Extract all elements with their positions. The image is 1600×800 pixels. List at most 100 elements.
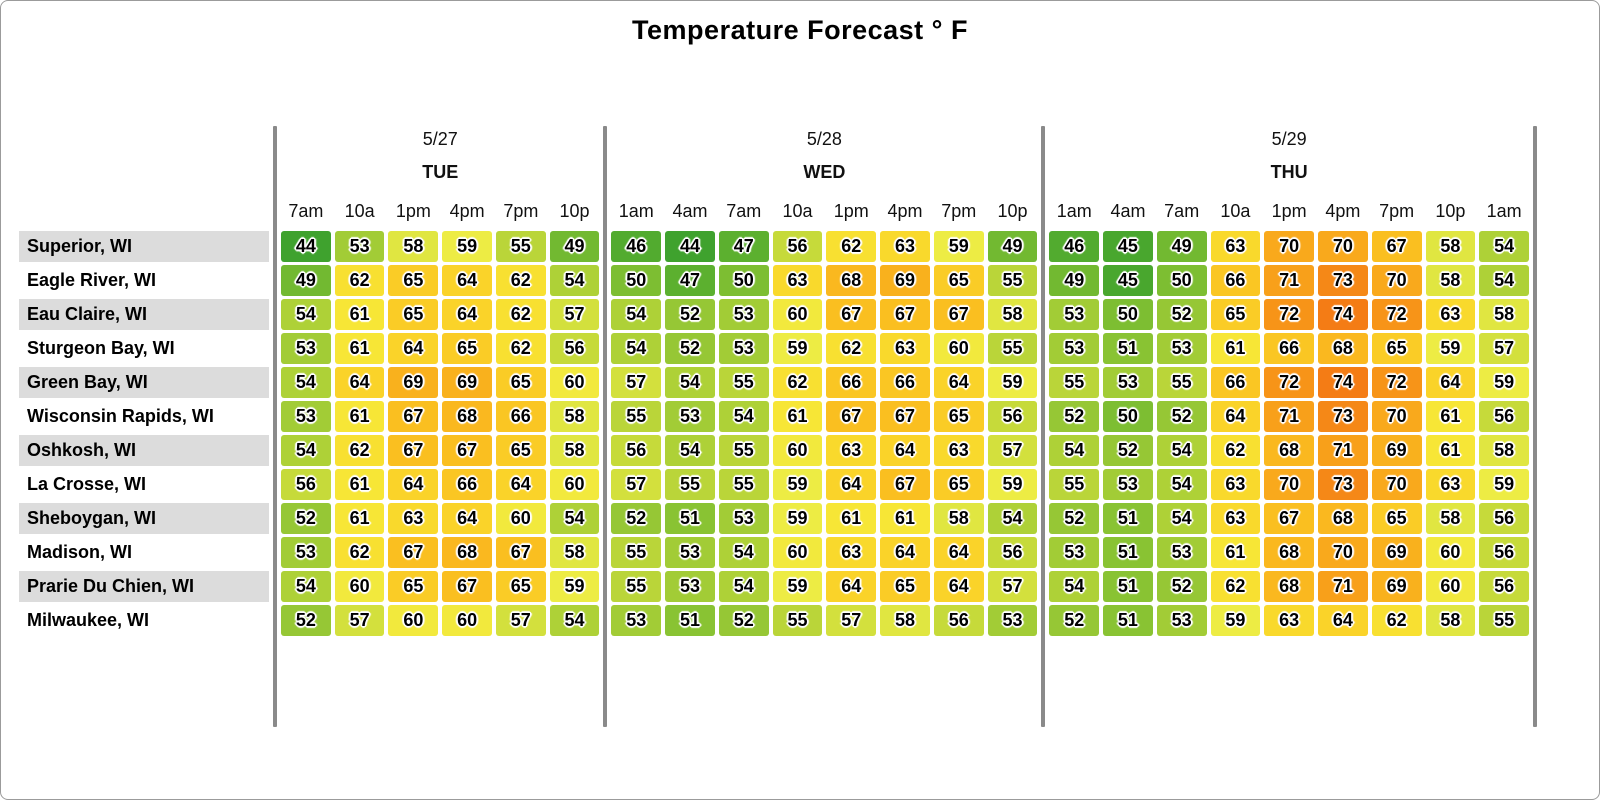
temp-cell: 68 [1264,435,1315,466]
temp-cell: 73 [1318,265,1368,296]
temp-cell: 68 [1264,537,1315,568]
temp-cell: 55 [718,367,769,398]
temp-cell: 70 [1371,401,1422,432]
temp-cell: 53 [1103,367,1153,398]
temp-cell: 51 [665,605,715,636]
city-label: Superior, WI [19,231,269,262]
temp-cell: 53 [718,503,769,534]
time-label: 10a [1220,201,1251,221]
temp-cell: 66 [1210,367,1261,398]
temp-cell: 47 [718,231,769,262]
temp-cell: 63 [1210,503,1261,534]
temp-cell: 65 [442,333,492,364]
temp-cell: 62 [1371,605,1422,636]
city-label: Green Bay, WI [19,367,269,398]
temp-cell: 63 [1425,469,1476,500]
temp-cell: 59 [549,571,600,602]
temp-cell: 74 [1318,367,1368,398]
temp-cell: 63 [826,537,877,568]
temp-cell: 62 [334,265,385,296]
temp-cell: 51 [665,503,715,534]
city-label: Eagle River, WI [27,270,157,290]
date-label: 5/28 [806,128,842,149]
temp-cell: 54 [1049,571,1100,602]
temp-cell: 63 [933,435,984,466]
temp-cell: 53 [1103,469,1153,500]
temp-cell: 64 [826,571,877,602]
temp-cell: 63 [388,503,439,534]
temp-cell: 54 [1479,265,1529,296]
temp-cell: 67 [826,401,877,432]
temp-cell: 61 [334,401,385,432]
temp-cell: 73 [1318,469,1368,500]
temp-cell: 53 [611,605,662,636]
temp-cell: 53 [665,537,715,568]
temp-cell: 60 [549,367,600,398]
temp-cell: 70 [1264,231,1315,262]
weekday-label: THU [1270,161,1308,182]
temp-cell: 54 [611,333,662,364]
temp-cell: 55 [1479,605,1529,636]
temp-cell: 60 [772,537,823,568]
temp-cell: 53 [718,333,769,364]
temp-cell: 54 [1049,435,1100,466]
temp-cell: 53 [1156,537,1207,568]
city-label: Oshkosh, WI [19,435,269,466]
temp-cell: 58 [388,231,439,262]
temp-cell: 64 [1210,401,1261,432]
temp-cell: 54 [549,265,600,296]
temp-cell: 60 [549,469,600,500]
temp-cell: 68 [442,401,492,432]
time-label: 10p [1435,201,1466,221]
time-label: 1pm [395,201,431,221]
temp-cell: 56 [1479,571,1529,602]
time-label: 7pm [941,201,977,221]
temp-cell: 69 [442,367,492,398]
city-label: La Crosse, WI [27,474,147,494]
temp-cell: 53 [281,333,331,364]
temp-cell: 63 [1264,605,1315,636]
time-label: 1am [1486,201,1522,221]
temp-cell: 57 [334,605,385,636]
temp-cell: 64 [880,435,930,466]
temp-cell: 67 [880,469,930,500]
temp-cell: 61 [334,469,385,500]
temp-cell: 61 [1425,401,1476,432]
temp-cell: 65 [495,435,546,466]
temp-cell: 67 [1264,503,1315,534]
temp-cell: 65 [388,299,439,330]
temp-cell: 65 [933,265,984,296]
temp-cell: 55 [987,265,1038,296]
temp-cell: 50 [718,265,769,296]
time-label: 1pm [1271,201,1307,221]
temp-cell: 45 [1103,231,1153,262]
temp-cell: 62 [772,367,823,398]
weekday-label: WED [803,161,846,182]
city-label: Prarie Du Chien, WI [19,571,269,602]
temp-cell: 65 [388,265,439,296]
temp-cell: 71 [1264,265,1315,296]
temp-cell: 67 [826,299,877,330]
temp-cell: 52 [1156,299,1207,330]
temp-cell: 50 [1103,401,1153,432]
temp-cell: 59 [1479,469,1529,500]
time-label: 1am [618,201,654,221]
temp-cell: 57 [549,299,600,330]
temp-cell: 52 [665,299,715,330]
temp-cell: 72 [1371,367,1422,398]
temp-cell: 62 [495,333,546,364]
temp-cell: 64 [442,265,492,296]
temp-cell: 60 [334,571,385,602]
temp-cell: 58 [549,435,600,466]
time-label: 7am [1164,201,1200,221]
temp-cell: 65 [388,571,439,602]
temp-cell: 58 [987,299,1038,330]
temp-cell: 65 [880,571,930,602]
temp-cell: 54 [549,605,600,636]
temp-cell: 64 [495,469,546,500]
temp-cell: 59 [772,571,823,602]
temp-cell: 49 [1156,231,1207,262]
temp-cell: 70 [1371,469,1422,500]
temp-cell: 57 [987,435,1038,466]
temp-cell: 55 [987,333,1038,364]
